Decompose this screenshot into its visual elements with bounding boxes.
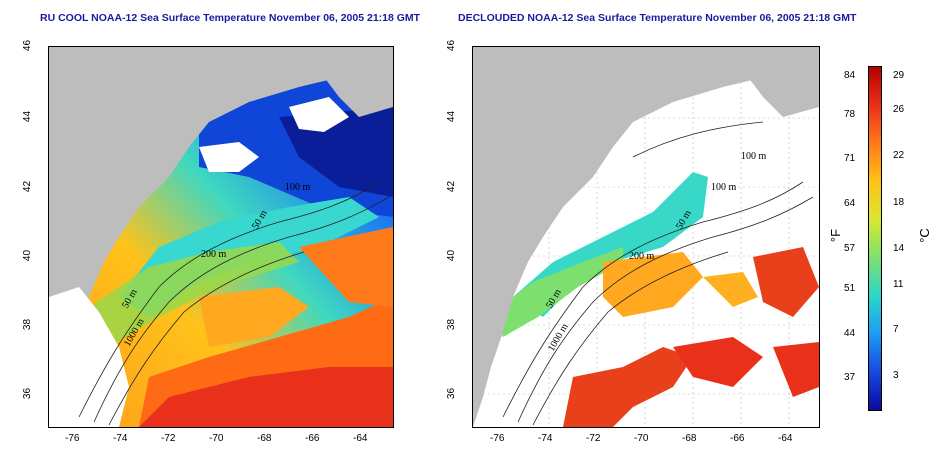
left-xtick: -74 [113, 433, 128, 444]
cloud-patch [49, 287, 129, 427]
colorbar-f-tick: 37 [844, 372, 856, 383]
left-xtick: -70 [209, 433, 224, 444]
contour-line [517, 196, 814, 423]
left-xtick: -68 [257, 433, 272, 444]
right-panel-title: DECLOUDED NOAA-12 Sea Surface Temperatur… [458, 12, 857, 24]
right-map-canvas: 100 m 100 m 50 m 200 m 50 m 1000 m [473, 47, 819, 427]
gulf-stream [139, 367, 393, 427]
left-ytick: 42 [22, 180, 34, 193]
contour-line [532, 251, 729, 426]
left-ytick: 38 [22, 318, 34, 331]
warm-eddy [673, 337, 763, 387]
colorbar-f-tick: 78 [844, 109, 856, 120]
colorbar-c-tick: 11 [893, 279, 904, 290]
colorbar-f-tick: 64 [844, 198, 856, 209]
colorbar-f-tick: 57 [844, 243, 856, 254]
nova-scotia-land [748, 47, 819, 117]
left-ytick: 44 [22, 110, 34, 123]
nova-scotia-land [324, 47, 393, 117]
left-panel-title: RU COOL NOAA-12 Sea Surface Temperature … [40, 12, 421, 24]
slope-water [493, 247, 623, 337]
left-xtick: -66 [305, 433, 320, 444]
left-map-canvas: 100 m 50 m 200 m 50 m 1000 m [49, 47, 393, 427]
contour-line [78, 181, 380, 418]
right-ytick: 36 [446, 387, 458, 400]
warm-core [603, 252, 703, 317]
right-xtick: -74 [538, 433, 553, 444]
right-xtick: -66 [730, 433, 745, 444]
contour-line [93, 196, 390, 423]
warm-eddy [753, 247, 819, 317]
colorbar-c-tick: 7 [893, 324, 899, 335]
warm-patch [703, 272, 758, 307]
right-ytick: 40 [446, 249, 458, 262]
left-xtick: -72 [161, 433, 176, 444]
right-xtick: -76 [490, 433, 505, 444]
gulf-stream [563, 347, 693, 427]
left-xtick: -76 [65, 433, 80, 444]
contour-line [632, 121, 764, 158]
left-ytick: 46 [22, 39, 34, 52]
right-xtick: -68 [682, 433, 697, 444]
left-xtick: -64 [353, 433, 368, 444]
right-xtick: -64 [778, 433, 793, 444]
colorbar-c-tick: 14 [893, 243, 905, 254]
colorbar-c-tick: 29 [893, 70, 905, 81]
colorbar-f-tick: 71 [844, 153, 856, 164]
contour-label: 200 m [201, 249, 227, 260]
right-ytick: 46 [446, 39, 458, 52]
right-xtick: -70 [634, 433, 649, 444]
right-sst-map: 100 m 100 m 50 m 200 m 50 m 1000 m [472, 46, 820, 428]
contour-label: 100 m [741, 151, 767, 162]
land-mass [49, 47, 393, 427]
left-sst-map: 100 m 50 m 200 m 50 m 1000 m [48, 46, 394, 428]
contour-line [502, 181, 804, 418]
colorbar-fahrenheit-title: °F [828, 228, 844, 243]
colorbar-f-tick: 44 [844, 328, 856, 339]
slope-water [89, 242, 299, 347]
colorbar-c-tick: 22 [893, 150, 905, 161]
contour-label: 200 m [629, 251, 655, 262]
cloud-patch [199, 142, 259, 172]
contour-label: 100 m [711, 182, 737, 193]
cloud-patch [289, 97, 349, 132]
warm-core [199, 287, 309, 347]
right-ytick: 42 [446, 180, 458, 193]
right-xtick: -72 [586, 433, 601, 444]
colorbar-f-tick: 51 [844, 283, 856, 294]
left-ytick: 36 [22, 387, 34, 400]
right-ytick: 38 [446, 318, 458, 331]
colorbar-c-tick: 18 [893, 197, 905, 208]
temperature-colorbar [868, 66, 882, 411]
left-ytick: 40 [22, 249, 34, 262]
land-mass [473, 47, 819, 427]
contour-line [108, 251, 305, 426]
colorbar-c-tick: 3 [893, 370, 899, 381]
warm-patch [773, 342, 819, 397]
colorbar-c-tick: 26 [893, 104, 905, 115]
right-ytick: 44 [446, 110, 458, 123]
contour-label: 100 m [285, 182, 311, 193]
colorbar-f-tick: 84 [844, 70, 856, 81]
warm-eddy [299, 227, 393, 307]
colorbar-celsius-title: °C [916, 228, 932, 243]
